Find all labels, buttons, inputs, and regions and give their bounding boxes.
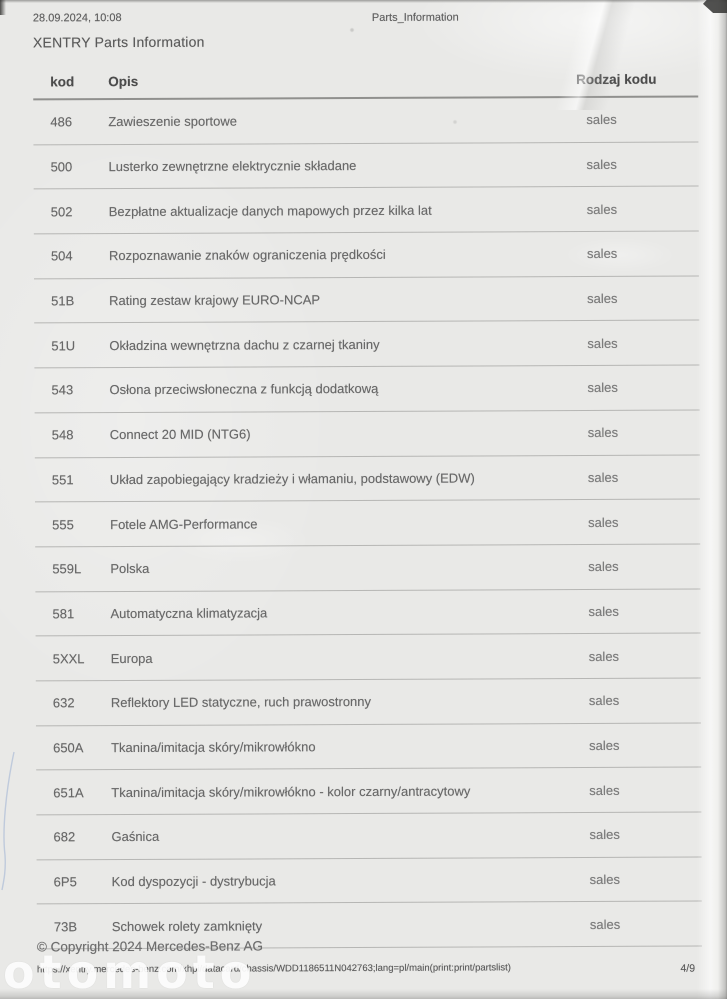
table-row: 500 Lusterko zewnętrzne elektrycznie skł… — [33, 142, 699, 190]
row-desc: Polska — [110, 561, 150, 577]
row-desc: Schowek rolety zamknięty — [111, 918, 263, 934]
row-desc: Rating zestaw krajowy EURO-NCAP — [109, 292, 321, 309]
footer-url-line: https://xentry.mercedes-benz.com/xhpi/da… — [37, 962, 702, 976]
table-row: 51B Rating zestaw krajowy EURO-NCAP sale… — [34, 276, 700, 324]
print-document-name: Parts_Information — [371, 11, 459, 24]
row-type: sales — [589, 871, 621, 888]
row-type: sales — [588, 693, 620, 709]
print-datetime: 28.09.2024, 10:08 — [32, 12, 122, 25]
table-row: 559L Polska sales — [35, 544, 701, 592]
row-type: sales — [586, 156, 617, 173]
row-type: sales — [587, 425, 619, 441]
row-code: 650A — [53, 740, 84, 756]
table-row: 682 Gaśnica sales — [36, 812, 702, 861]
row-type: sales — [587, 469, 619, 485]
table-row: 6P5 Kod dyspozycji - dystrybucja sales — [36, 857, 702, 905]
row-desc: Fotele AMG-Performance — [110, 515, 258, 532]
row-type: sales — [586, 112, 617, 128]
table-row: 632 Reflektory LED statyczne, ruch prawo… — [35, 678, 701, 727]
table-row: 650A Tkanina/imitacja skóry/mikrowłókno … — [35, 723, 702, 771]
row-desc: Tkanina/imitacja skóry/mikrowłókno — [111, 739, 316, 756]
row-type: sales — [587, 335, 618, 351]
row-code: 500 — [50, 159, 73, 175]
table-row: 581 Automatyczna klimatyzacja sales — [35, 589, 701, 637]
table-row: 543 Osłona przeciwsłoneczna z funkcją do… — [34, 365, 700, 414]
row-desc: Rozpoznawanie znaków ograniczenia prędko… — [108, 247, 386, 264]
row-type: sales — [586, 201, 618, 217]
row-code: 651A — [53, 784, 84, 800]
row-type: sales — [589, 782, 620, 798]
row-type: sales — [587, 290, 618, 307]
row-desc: Automatyczna klimatyzacja — [110, 605, 268, 621]
row-type: sales — [586, 246, 618, 262]
parts-table-header: kod Opis Rodzaj kodu — [33, 61, 699, 101]
row-desc: Europa — [110, 650, 153, 666]
table-row: 651A Tkanina/imitacja skóry/mikrowłókno … — [36, 767, 702, 816]
row-type: sales — [589, 737, 620, 753]
row-code: 682 — [53, 829, 76, 845]
copyright-line: © Copyright 2024 Mercedes-Benz AG — [36, 938, 264, 955]
row-code: 6P5 — [53, 874, 77, 890]
row-type: sales — [587, 380, 618, 396]
row-desc: Reflektory LED statyczne, ruch prawostro… — [110, 694, 372, 711]
col-header-opis: Opis — [108, 73, 139, 89]
row-code: 581 — [52, 606, 75, 622]
row-desc: Lusterko zewnętrzne elektrycznie składan… — [108, 158, 357, 175]
table-row: 486 Zawieszenie sportowe sales — [33, 97, 699, 146]
table-row: 502 Bezpłatne aktualizacje danych mapowy… — [33, 186, 699, 235]
col-header-kod: kod — [50, 73, 75, 89]
row-desc: Układ zapobiegający kradzieży i włamaniu… — [109, 470, 475, 487]
row-code: 543 — [51, 382, 74, 398]
row-code: 73B — [53, 918, 78, 935]
row-type: sales — [589, 916, 621, 932]
row-code: 504 — [50, 248, 73, 264]
row-code: 632 — [52, 695, 75, 711]
row-desc: Zawieszenie sportowe — [108, 113, 238, 130]
table-row: 5XXL Europa sales — [35, 633, 701, 682]
parts-table: kod Opis Rodzaj kodu 486 Zawieszenie spo… — [33, 61, 702, 950]
row-desc: Bezpłatne aktualizacje danych mapowych p… — [108, 202, 432, 219]
row-code: 548 — [51, 427, 74, 443]
table-row: 51U Okładzina wewnętrzna dachu z czarnej… — [34, 320, 700, 369]
page-title: XENTRY Parts Information — [32, 33, 205, 51]
row-code: 51B — [51, 293, 75, 309]
table-row: 551 Układ zapobiegający kradzieży i włam… — [34, 455, 701, 503]
row-type: sales — [588, 603, 619, 619]
row-desc: Tkanina/imitacja skóry/mikrowłókno - kol… — [111, 783, 471, 800]
col-header-rodzaj-kodu: Rodzaj kodu — [576, 71, 657, 87]
table-row: 555 Fotele AMG-Performance sales — [35, 499, 701, 548]
page-number: 4/9 — [680, 962, 696, 975]
parts-table-body: 486 Zawieszenie sportowe sales 500 Luste… — [33, 97, 702, 950]
row-code: 559L — [52, 561, 82, 577]
row-code: 486 — [50, 114, 73, 130]
row-desc: Connect 20 MID (NTG6) — [109, 426, 251, 443]
table-row: 548 Connect 20 MID (NTG6) sales — [34, 410, 700, 458]
row-desc: Okładzina wewnętrzna dachu z czarnej tka… — [109, 336, 380, 353]
row-type: sales — [588, 514, 619, 530]
row-desc: Osłona przeciwsłoneczna z funkcją dodatk… — [109, 381, 379, 398]
row-code: 502 — [50, 203, 73, 220]
row-type: sales — [588, 559, 619, 575]
row-code: 51U — [51, 338, 76, 354]
row-desc: Gaśnica — [111, 829, 160, 845]
row-desc: Kod dyspozycji - dystrybucja — [111, 873, 276, 890]
row-code: 555 — [52, 516, 74, 532]
row-type: sales — [589, 827, 620, 843]
row-code: 551 — [51, 472, 74, 488]
table-row: 504 Rozpoznawanie znaków ograniczenia pr… — [33, 231, 700, 280]
row-code: 5XXL — [52, 650, 85, 666]
footer-url: https://xentry.mercedes-benz.com/xhpi/da… — [37, 962, 511, 976]
row-type: sales — [588, 648, 620, 664]
